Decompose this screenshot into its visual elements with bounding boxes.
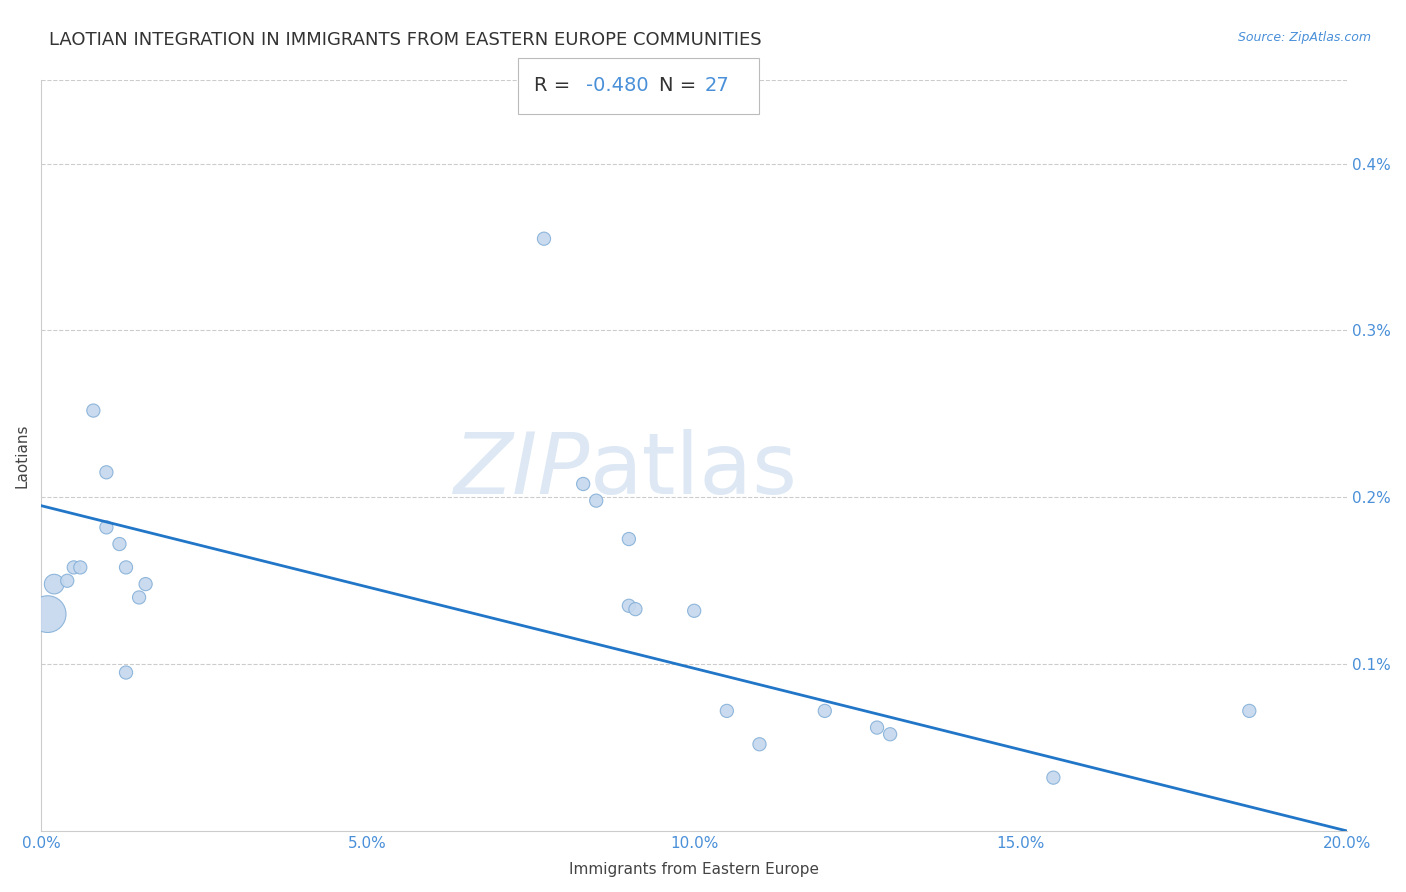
FancyBboxPatch shape — [517, 58, 759, 114]
Point — [108, 537, 131, 551]
Text: Source: ZipAtlas.com: Source: ZipAtlas.com — [1237, 31, 1371, 45]
X-axis label: Immigrants from Eastern Europe: Immigrants from Eastern Europe — [569, 862, 820, 877]
Point — [683, 604, 706, 618]
Point — [37, 607, 59, 621]
Text: LAOTIAN INTEGRATION IN IMMIGRANTS FROM EASTERN EUROPE COMMUNITIES: LAOTIAN INTEGRATION IN IMMIGRANTS FROM E… — [49, 31, 762, 49]
Point — [879, 727, 901, 741]
Point — [62, 560, 84, 574]
Point — [115, 665, 138, 680]
Point — [44, 577, 66, 591]
Point — [585, 493, 607, 508]
Text: N =: N = — [659, 77, 703, 95]
Point — [533, 232, 555, 246]
Text: ZIP: ZIP — [454, 429, 589, 512]
Point — [135, 577, 157, 591]
Text: atlas: atlas — [589, 429, 797, 512]
Point — [56, 574, 79, 588]
Point — [748, 737, 770, 751]
Text: 27: 27 — [704, 77, 730, 95]
Point — [115, 560, 138, 574]
Point — [572, 477, 595, 491]
Point — [716, 704, 738, 718]
Y-axis label: Laotians: Laotians — [15, 424, 30, 488]
Point — [128, 591, 150, 605]
Point — [82, 403, 104, 417]
Point — [617, 599, 640, 613]
Point — [1239, 704, 1261, 718]
Point — [96, 465, 118, 479]
Point — [624, 602, 647, 616]
Point — [866, 721, 889, 735]
Point — [814, 704, 837, 718]
Point — [69, 560, 91, 574]
Point — [617, 532, 640, 546]
Point — [96, 520, 118, 534]
Point — [1042, 771, 1064, 785]
Text: R =: R = — [533, 77, 576, 95]
Text: -0.480: -0.480 — [586, 77, 648, 95]
